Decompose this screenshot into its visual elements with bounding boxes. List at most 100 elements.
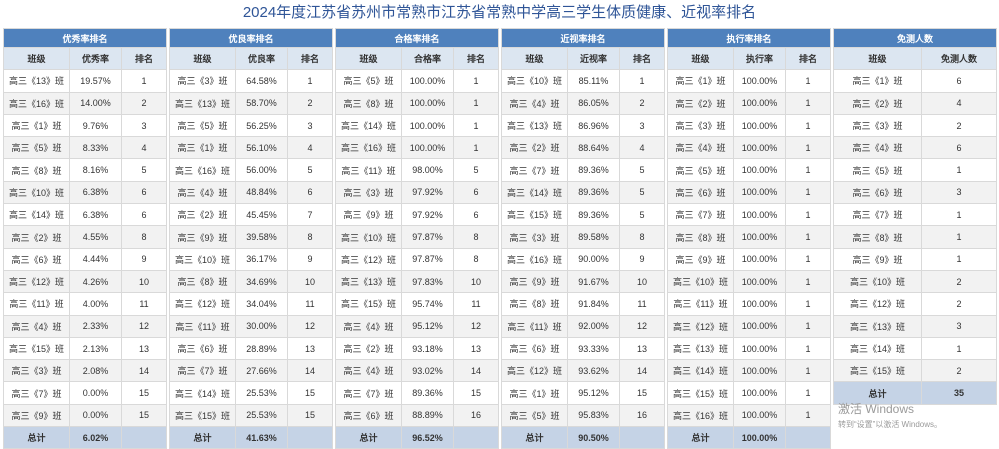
table-body: 高三《3》班 64.58% 1 高三《13》班 58.70% 2 高三《5》班 56.25% 3… bbox=[169, 69, 334, 428]
table-row: 高三《14》班 100.00% 1 bbox=[335, 113, 500, 138]
table-cell: 100.00% bbox=[733, 136, 786, 160]
table-row: 高三《13》班 100.00% 1 bbox=[667, 336, 832, 361]
table-cell: 高三《9》班 bbox=[667, 247, 734, 271]
table-cell: 88.89% bbox=[401, 403, 454, 428]
table-cell: 6 bbox=[920, 69, 998, 93]
page-title: 2024年度江苏省苏州市常熟市江苏省常熟中学高三学生体质健康、近视率排名 bbox=[242, 4, 757, 21]
table-cell: 12 bbox=[618, 314, 666, 338]
table-cell: 高三《13》班 bbox=[3, 69, 70, 93]
table-cell: 高三《1》班 bbox=[501, 381, 568, 405]
table-cell: 高三《15》班 bbox=[833, 359, 922, 383]
table-cell: 10 bbox=[286, 269, 334, 294]
table-row: 高三《16》班 100.00% 1 bbox=[335, 136, 500, 160]
table-cell: 100.00% bbox=[733, 158, 786, 182]
table-row: 高三《4》班 100.00% 1 bbox=[667, 136, 832, 160]
watermark-line-2: 转到“设置”以激活 Windows。 bbox=[838, 420, 943, 429]
table-cell: 高三《16》班 bbox=[169, 158, 236, 182]
table-cell: 高三《13》班 bbox=[335, 269, 402, 294]
table-cell: 高三《5》班 bbox=[3, 136, 70, 160]
table-cell: 5 bbox=[618, 203, 666, 227]
table-cell: 0.00% bbox=[69, 403, 122, 428]
table-cell: 高三《10》班 bbox=[833, 269, 922, 294]
column-header: 排名 bbox=[784, 46, 832, 71]
table-row: 高三《10》班 6.38% 6 bbox=[3, 180, 168, 205]
table-cell: 97.83% bbox=[401, 269, 454, 294]
table-row: 高三《1》班 56.10% 4 bbox=[169, 136, 334, 160]
table-cell: 高三《12》班 bbox=[335, 247, 402, 271]
table-cell: 1 bbox=[784, 113, 832, 138]
table-cell: 高三《5》班 bbox=[169, 113, 236, 138]
table-row: 高三《15》班 25.53% 15 bbox=[169, 403, 334, 428]
table-row: 高三《4》班 48.84% 6 bbox=[169, 180, 334, 205]
table-row: 高三《16》班 14.00% 2 bbox=[3, 91, 168, 115]
table-cell: 11 bbox=[120, 292, 168, 316]
table-cell: 86.05% bbox=[567, 91, 620, 115]
table-row: 高三《5》班 1 bbox=[833, 158, 998, 182]
table-cell: 高三《8》班 bbox=[667, 225, 734, 249]
table-row: 高三《4》班 2.33% 12 bbox=[3, 314, 168, 338]
table-cell: 95.12% bbox=[401, 314, 454, 338]
table-row: 高三《1》班 95.12% 15 bbox=[501, 381, 666, 405]
table-cell: 高三《6》班 bbox=[169, 336, 236, 361]
table-cell: 1 bbox=[784, 336, 832, 361]
table-cell: 4 bbox=[286, 136, 334, 160]
table-row: 高三《2》班 4.55% 8 bbox=[3, 225, 168, 249]
table-cell: 高三《1》班 bbox=[169, 136, 236, 160]
table-cell: 1 bbox=[784, 269, 832, 294]
table-cell: 4.00% bbox=[69, 292, 122, 316]
table-cell: 14 bbox=[120, 359, 168, 383]
exempt-count-table: 免测人数 班级 免测人数 高三《1》班 6 高三《2》班 4 高三《3》班 2 高三《4》班… bbox=[832, 28, 998, 405]
table-cell: 高三《14》班 bbox=[501, 180, 568, 205]
table-row: 高三《13》班 3 bbox=[833, 314, 998, 338]
pass-rate-table: 合格率排名 班级 合格率 排名 高三《5》班 100.00% 1 高三《8》班 100.… bbox=[334, 28, 500, 449]
table-row: 高三《8》班 8.16% 5 bbox=[3, 158, 168, 182]
table-cell: 1 bbox=[920, 158, 998, 182]
column-header: 合格率 bbox=[401, 46, 454, 71]
table-cell: 6 bbox=[452, 180, 500, 205]
table-cell: 高三《7》班 bbox=[3, 381, 70, 405]
table-cell: 高三《16》班 bbox=[3, 91, 70, 115]
table-cell: 100.00% bbox=[733, 381, 786, 405]
table-cell: 高三《11》班 bbox=[169, 314, 236, 338]
table-row: 高三《12》班 100.00% 1 bbox=[667, 314, 832, 338]
table-cell: 1 bbox=[784, 292, 832, 316]
table-row: 高三《10》班 85.11% 1 bbox=[501, 69, 666, 93]
table-cell: 95.83% bbox=[567, 403, 620, 428]
table-cell: 56.25% bbox=[235, 113, 288, 138]
table-cell: 高三《12》班 bbox=[501, 359, 568, 383]
table-cell: 8.16% bbox=[69, 158, 122, 182]
table-cell: 25.53% bbox=[235, 403, 288, 428]
table-cell: 89.36% bbox=[567, 158, 620, 182]
table-row: 高三《2》班 45.45% 7 bbox=[169, 203, 334, 227]
table-cell: 高三《14》班 bbox=[335, 113, 402, 138]
table-cell: 高三《4》班 bbox=[169, 180, 236, 205]
table-cell: 36.17% bbox=[235, 247, 288, 271]
table-row: 高三《10》班 36.17% 9 bbox=[169, 247, 334, 271]
table-row: 高三《9》班 39.58% 8 bbox=[169, 225, 334, 249]
column-header: 排名 bbox=[452, 46, 500, 71]
total-value: 96.52% bbox=[401, 426, 454, 449]
table-row: 高三《14》班 100.00% 1 bbox=[667, 359, 832, 383]
table-row: 高三《5》班 8.33% 4 bbox=[3, 136, 168, 160]
column-header: 班级 bbox=[667, 46, 734, 71]
table-cell: 2 bbox=[286, 91, 334, 115]
table-row: 高三《3》班 2.08% 14 bbox=[3, 359, 168, 383]
table-cell: 6 bbox=[286, 180, 334, 205]
table-cell: 25.53% bbox=[235, 381, 288, 405]
table-cell: 89.36% bbox=[401, 381, 454, 405]
table-cell: 6.38% bbox=[69, 203, 122, 227]
table-cell: 高三《3》班 bbox=[3, 359, 70, 383]
table-row: 高三《16》班 100.00% 1 bbox=[667, 403, 832, 428]
table-cell: 100.00% bbox=[401, 136, 454, 160]
table-cell: 2.13% bbox=[69, 336, 122, 361]
table-cell: 1 bbox=[784, 69, 832, 93]
table-cell: 8 bbox=[120, 225, 168, 249]
table-cell: 34.04% bbox=[235, 292, 288, 316]
table-cell: 高三《12》班 bbox=[833, 292, 922, 316]
table-row: 高三《8》班 1 bbox=[833, 225, 998, 249]
table-cell: 13 bbox=[120, 336, 168, 361]
table-cell: 高三《13》班 bbox=[833, 314, 922, 338]
table-cell: 高三《7》班 bbox=[335, 381, 402, 405]
table-cell: 89.36% bbox=[567, 203, 620, 227]
table-row: 高三《10》班 2 bbox=[833, 269, 998, 294]
